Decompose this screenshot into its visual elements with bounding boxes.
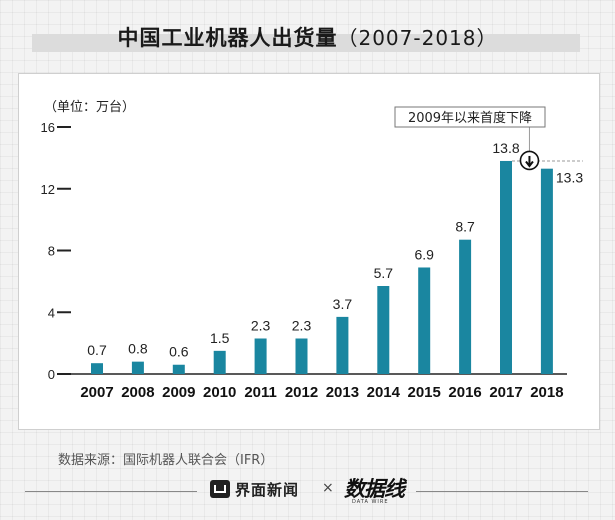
bar-value-label: 1.5 xyxy=(210,330,230,346)
x-tick-label: 2014 xyxy=(367,384,401,401)
y-unit-label: （单位：万台） xyxy=(44,100,135,115)
bar-value-label: 6.9 xyxy=(414,246,434,262)
brand-logo-icon xyxy=(210,480,230,498)
x-tick-label: 2018 xyxy=(530,384,563,401)
bar-value-label: 2.3 xyxy=(251,317,271,333)
x-tick-label: 2012 xyxy=(285,384,318,401)
annotation-box xyxy=(394,106,546,128)
bar-value-label: 13.3 xyxy=(556,170,583,186)
title-main: 中国工业机器人出货量 xyxy=(117,26,338,50)
x-tick-label: 2011 xyxy=(244,384,277,401)
bar xyxy=(254,338,267,374)
bar-chart: （单位：万台） 0 4 8 12 16 0.7 2007 0.8 2008 0.6 2009 1.5 20… xyxy=(41,100,584,401)
bar-value-label: 13.8 xyxy=(492,140,519,156)
partner-logo: 数据线 xyxy=(344,476,405,501)
bar-value-label: 0.6 xyxy=(169,344,189,360)
brand-name: 界面新闻 xyxy=(235,481,300,499)
x-tick-label: 2007 xyxy=(80,384,113,401)
bar-value-label: 8.7 xyxy=(455,219,475,235)
bar xyxy=(540,168,553,374)
bar xyxy=(500,160,512,374)
chart-title: 中国工业机器人出货量（2007-2018） xyxy=(0,22,615,52)
down-arrow-icon-head xyxy=(525,160,534,168)
bar xyxy=(418,267,431,374)
bar-value-label: 0.8 xyxy=(128,341,148,357)
bar xyxy=(295,338,308,374)
bar-value-label: 3.7 xyxy=(333,296,353,312)
y-tick-label: 0 xyxy=(48,367,55,382)
title-underlay xyxy=(32,34,580,52)
x-tick-label: 2016 xyxy=(448,384,481,401)
footer-divider-right xyxy=(416,491,588,492)
bar xyxy=(213,350,226,374)
annotation-text: 2009年以来首度下降 xyxy=(408,110,532,126)
brand-separator: × xyxy=(322,480,334,496)
bar xyxy=(172,364,185,374)
bar xyxy=(91,363,103,374)
bar xyxy=(336,316,349,374)
y-tick-label: 4 xyxy=(48,305,55,320)
title-years: （2007-2018） xyxy=(337,26,498,50)
bar-value-label: 0.7 xyxy=(87,342,107,358)
x-tick-label: 2009 xyxy=(162,384,195,401)
x-tick-label: 2013 xyxy=(326,384,359,401)
footer-divider-left xyxy=(25,491,197,492)
x-tick-label: 2015 xyxy=(408,384,441,401)
y-tick-label: 16 xyxy=(41,120,55,135)
x-tick-label: 2010 xyxy=(203,384,236,401)
bar xyxy=(459,239,472,374)
x-tick-label: 2017 xyxy=(489,384,522,401)
partner-logo-sub: DATA WIRE xyxy=(352,499,389,505)
source-note: 数据来源：国际机器人联合会（IFR） xyxy=(58,453,274,468)
bar-value-label: 2.3 xyxy=(292,317,312,333)
x-tick-label: 2008 xyxy=(121,384,154,401)
bar xyxy=(131,361,144,374)
chart-panel: （单位：万台） 0 4 8 12 16 0.7 2007 0.8 2008 0.6 2009 1.5 20… xyxy=(18,73,600,430)
y-tick-label: 8 xyxy=(48,244,55,259)
y-tick-label: 12 xyxy=(41,182,55,197)
bar xyxy=(377,286,390,374)
bar-value-label: 5.7 xyxy=(374,265,394,281)
